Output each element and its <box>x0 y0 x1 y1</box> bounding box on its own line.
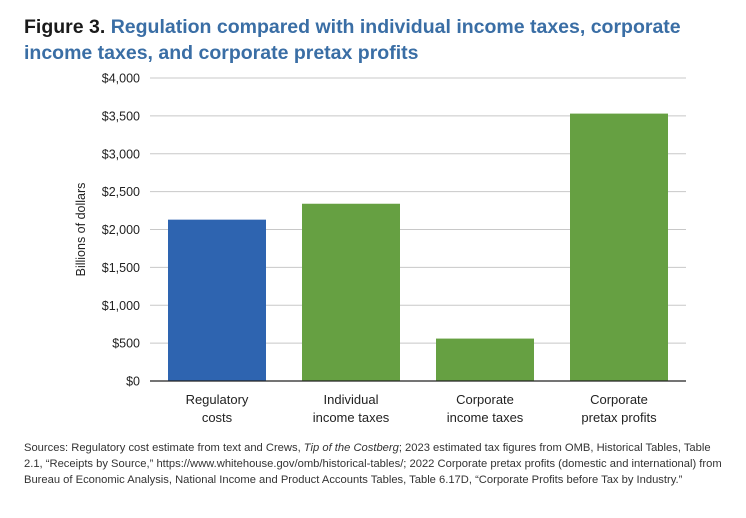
y-tick-label: $3,000 <box>102 147 140 161</box>
x-category-label: Corporate income taxes <box>447 392 524 425</box>
y-tick-label: $500 <box>112 337 140 351</box>
bar <box>302 203 400 381</box>
bar <box>436 338 534 381</box>
y-tick-label: $1,000 <box>102 299 140 313</box>
figure-title-text: Regulation compared with individual inco… <box>24 16 681 64</box>
y-axis-title: Billions of dollars <box>74 183 88 277</box>
figure-label: Figure 3. <box>24 16 106 38</box>
y-tick-label: $3,500 <box>102 109 140 123</box>
y-tick-label: $1,500 <box>102 261 140 275</box>
figure-title: Figure 3. Regulation compared with indiv… <box>24 14 724 66</box>
sources-italic-title: Tip of the Costberg <box>303 442 399 454</box>
sources-suffix: ; 2023 estimated tax figures from OMB, H… <box>24 442 722 486</box>
bar <box>168 219 266 381</box>
x-category-label: Individual income taxes <box>313 392 390 425</box>
y-tick-label: $4,000 <box>102 72 140 86</box>
y-tick-label: $2,500 <box>102 185 140 199</box>
bar-chart: $0 $500 $1,000 $1,500 $2,000 $2,500 $3,000 $3,5… <box>74 72 686 425</box>
y-tick-label: $0 <box>126 375 140 389</box>
bar <box>570 113 668 381</box>
y-axis-ticks: $0 $500 $1,000 $1,500 $2,000 $2,500 $3,000 $3,5… <box>102 72 140 389</box>
sources-note: Sources: Regulatory cost estimate from t… <box>24 440 729 488</box>
x-category-label: Corporate pretax profits <box>581 392 657 425</box>
x-category-label: Regulatory costs <box>186 392 249 425</box>
sources-prefix: Sources: Regulatory cost estimate from t… <box>24 442 304 454</box>
bars <box>168 113 668 381</box>
y-tick-label: $2,000 <box>102 223 140 237</box>
x-axis-labels: Regulatory costs Individual income taxes Cor… <box>186 392 658 425</box>
